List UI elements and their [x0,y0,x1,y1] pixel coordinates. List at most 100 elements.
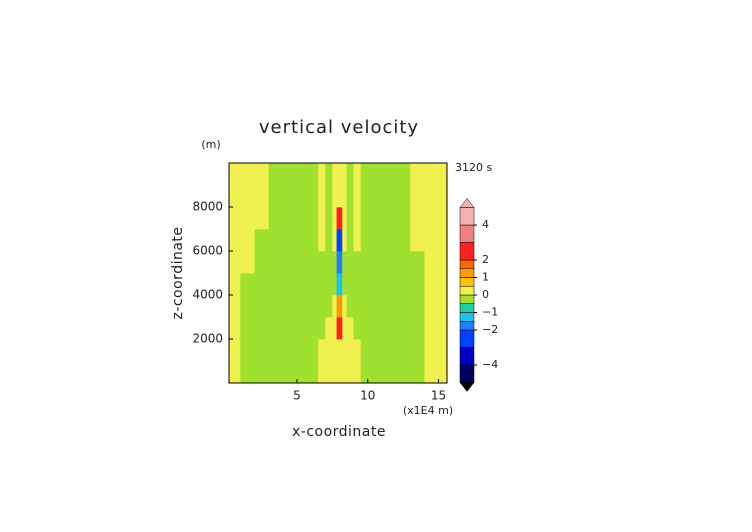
contour-cell [240,273,255,296]
contour-cell [346,361,354,384]
x-unit: (x1E4 m) [403,404,453,417]
y-axis-title: z-coordinate [170,226,186,319]
contour-cell [254,295,270,318]
colorbar-band [459,224,475,243]
contour-cell [240,295,255,318]
contour-cell [346,339,354,362]
contour-cell [229,163,241,186]
contour-cell [346,251,354,274]
contour-cell [296,273,312,296]
colorbar-tick-label: 1 [482,271,489,284]
x-tick-label: 5 [293,389,301,403]
contour-cell [342,185,347,208]
contour-cell [424,163,448,186]
contour-cell [367,273,397,296]
contour-cell [311,273,319,296]
contour-cell [311,317,319,340]
contour-cell [396,163,411,186]
contour-cell [367,229,397,252]
contour-cell [342,163,347,186]
contour-cell [240,229,255,252]
contour-cell [325,185,333,208]
contour-cell [396,317,411,340]
contour-cell [268,229,284,252]
contour-cell [342,251,347,274]
contour-cell [342,207,347,230]
contour-cell [410,207,425,230]
contour-cell [254,207,270,230]
contour-cell [325,207,333,230]
contour-cell [311,207,319,230]
contour-cell [346,229,354,252]
x-tick-label: 15 [431,389,446,403]
contour-cell [318,361,326,384]
contour-cell [296,361,312,384]
contour-cell [268,185,284,208]
contour-cell [332,163,337,186]
contour-cell [396,361,411,384]
contour-cell [353,229,362,252]
contour-cell [367,317,397,340]
contour-cell [353,163,362,186]
contour-cell [346,295,354,318]
colorbar-band [459,347,475,366]
contour-cell [229,229,241,252]
contour-cell [410,361,425,384]
contour-cell [360,317,369,340]
contour-cell [424,273,448,296]
contour-cell [360,185,369,208]
contour-cell [254,273,270,296]
contour-cell [424,295,448,318]
contour-cell [311,229,319,252]
contour-cell [332,207,337,230]
contour-cell [342,339,347,362]
contour-cell [396,251,411,274]
contour-cell [282,295,298,318]
contour-cell [410,251,425,274]
contour-cell [325,273,333,296]
contour-cell [282,251,298,274]
y-tick-label: 2000 [192,332,223,346]
contour-cell [254,251,270,274]
contour-cell [360,207,369,230]
contour-cell [360,229,369,252]
contour-cell [367,251,397,274]
contour-cell [410,317,425,340]
contour-cell [296,163,312,186]
contour-cell [342,295,347,318]
contour-cell [325,163,333,186]
contour-cell [336,295,343,318]
contour-cell [318,339,326,362]
contour-cell [282,273,298,296]
contour-cell [336,185,343,208]
contour-cell [396,185,411,208]
contour-cell [254,185,270,208]
contour-cell [325,339,333,362]
contour-cell [296,339,312,362]
contour-cell [240,251,255,274]
contour-cell [332,251,337,274]
contour-cell [396,295,411,318]
contour-cell [396,339,411,362]
contour-cell [296,229,312,252]
colorbar-band [459,277,475,287]
contour-cell [254,317,270,340]
contour-cell [229,273,241,296]
colorbar-band [459,312,475,322]
contour-cell [318,229,326,252]
contour-cell [342,361,347,384]
contour-cell [353,273,362,296]
contour-cell [342,273,347,296]
contour-cell [318,163,326,186]
contour-cell [296,317,312,340]
colorbar-band [459,329,475,348]
contour-cell [342,229,347,252]
contour-cell [336,317,343,340]
contour-cell [240,317,255,340]
contour-cell [254,163,270,186]
contour-cell [367,185,397,208]
colorbar-extend-high [459,198,475,208]
contour-cell [268,251,284,274]
contour-cell [396,229,411,252]
